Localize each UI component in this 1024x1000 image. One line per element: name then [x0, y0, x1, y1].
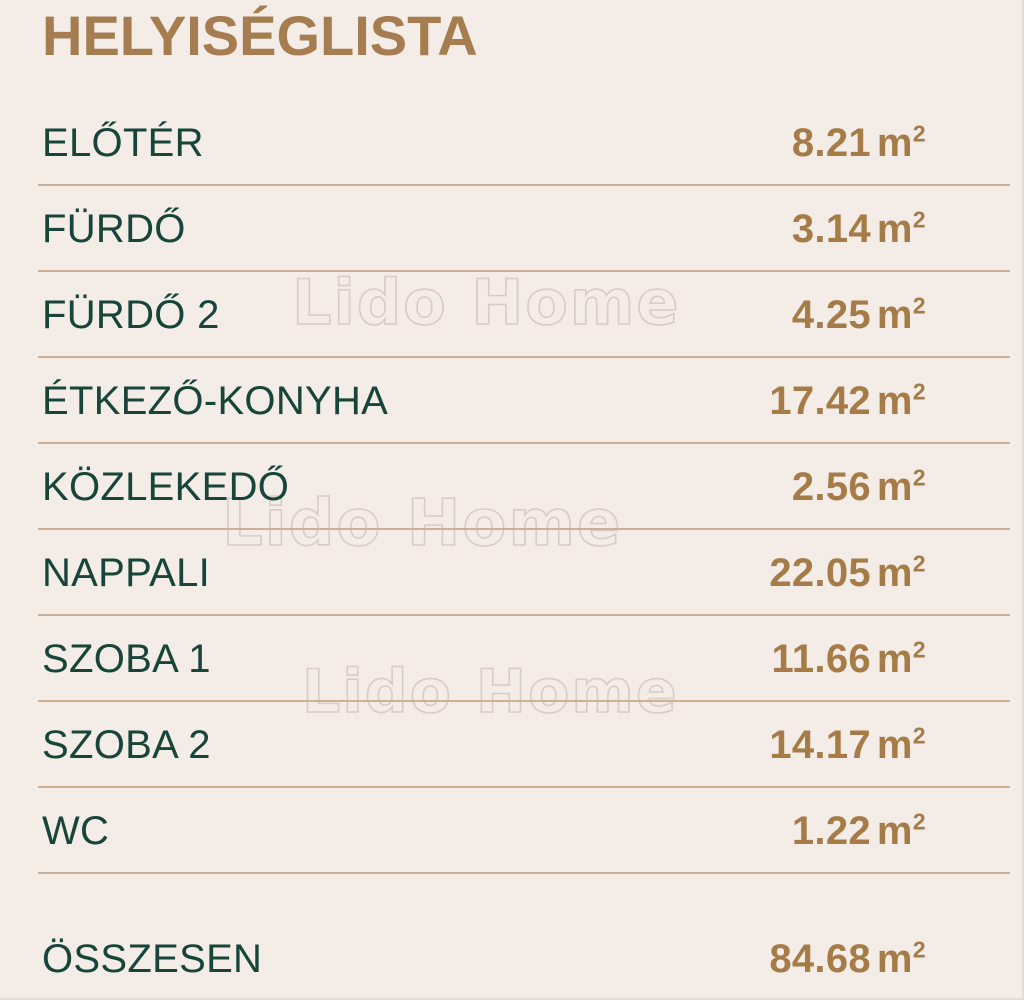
page-title: HELYISÉGLISTA [42, 4, 478, 67]
unit-exponent: 2 [912, 464, 926, 491]
table-row: ELŐTÉR 8.21 m2 [0, 100, 1022, 186]
room-area-number: 3.14 [791, 207, 871, 251]
room-name: ELŐTÉR [42, 121, 204, 165]
table-row: FÜRDŐ 2 4.25 m2 [0, 272, 1022, 358]
unit-exponent: 2 [912, 808, 926, 835]
unit-label: m [876, 637, 913, 681]
unit-exponent: 2 [912, 378, 926, 405]
unit-exponent: 2 [912, 206, 926, 233]
room-area-number: 17.42 [769, 379, 871, 423]
room-area: 22.05 m2 [769, 550, 1010, 595]
unit-label: m [876, 121, 913, 165]
table-row: WC 1.22 m2 [0, 788, 1022, 874]
room-name: SZOBA 1 [42, 637, 211, 681]
unit-label: m [876, 723, 913, 767]
unit-exponent: 2 [912, 550, 926, 577]
unit-label: m [876, 379, 913, 423]
table-row: ÉTKEZŐ-KONYHA 17.42 m2 [0, 358, 1022, 444]
room-area: 17.42 m2 [769, 378, 1010, 423]
table-row: NAPPALI 22.05 m2 [0, 530, 1022, 616]
room-area-number: 4.25 [791, 293, 871, 337]
table-row: KÖZLEKEDŐ 2.56 m2 [0, 444, 1022, 530]
table-row: FÜRDŐ 3.14 m2 [0, 186, 1022, 272]
unit-label: m [876, 207, 913, 251]
total-area-number: 84.68 [769, 937, 871, 981]
unit-label: m [876, 551, 913, 595]
room-area: 8.21 m2 [791, 120, 1010, 165]
unit-exponent: 2 [912, 936, 926, 963]
room-area-number: 11.66 [771, 637, 871, 681]
table-row: SZOBA 1 11.66 m2 [0, 616, 1022, 702]
unit-exponent: 2 [912, 120, 926, 147]
room-area-number: 1.22 [791, 809, 871, 853]
room-area: 2.56 m2 [791, 464, 1010, 509]
room-area-number: 14.17 [769, 723, 871, 767]
room-area: 3.14 m2 [791, 206, 1010, 251]
unit-label: m [876, 937, 913, 981]
unit-exponent: 2 [912, 722, 926, 749]
total-label: ÖSSZESEN [42, 937, 263, 981]
room-name: SZOBA 2 [42, 723, 211, 767]
unit-label: m [876, 809, 913, 853]
table-row-total: ÖSSZESEN 84.68 m2 [0, 916, 1022, 998]
room-area-number: 2.56 [791, 465, 871, 509]
room-name: ÉTKEZŐ-KONYHA [42, 379, 389, 423]
unit-label: m [876, 465, 913, 509]
room-area: 4.25 m2 [791, 292, 1010, 337]
room-name: FÜRDŐ [42, 207, 186, 251]
room-name: NAPPALI [42, 551, 211, 595]
room-area-number: 22.05 [769, 551, 871, 595]
total-area: 84.68 m2 [769, 936, 1010, 981]
unit-exponent: 2 [912, 636, 926, 663]
room-area: 1.22 m2 [791, 808, 1010, 853]
room-area: 14.17 m2 [769, 722, 1010, 767]
room-name: FÜRDŐ 2 [42, 293, 220, 337]
room-area: 11.66 m2 [771, 636, 1010, 681]
room-list: ELŐTÉR 8.21 m2 FÜRDŐ 3.14 m2 FÜRDŐ 2 4.25 m… [0, 100, 1022, 998]
room-name: KÖZLEKEDŐ [42, 465, 290, 509]
room-name: WC [42, 809, 110, 853]
unit-exponent: 2 [912, 292, 926, 319]
unit-label: m [876, 293, 913, 337]
table-row: SZOBA 2 14.17 m2 [0, 702, 1022, 788]
room-area-number: 8.21 [791, 121, 871, 165]
